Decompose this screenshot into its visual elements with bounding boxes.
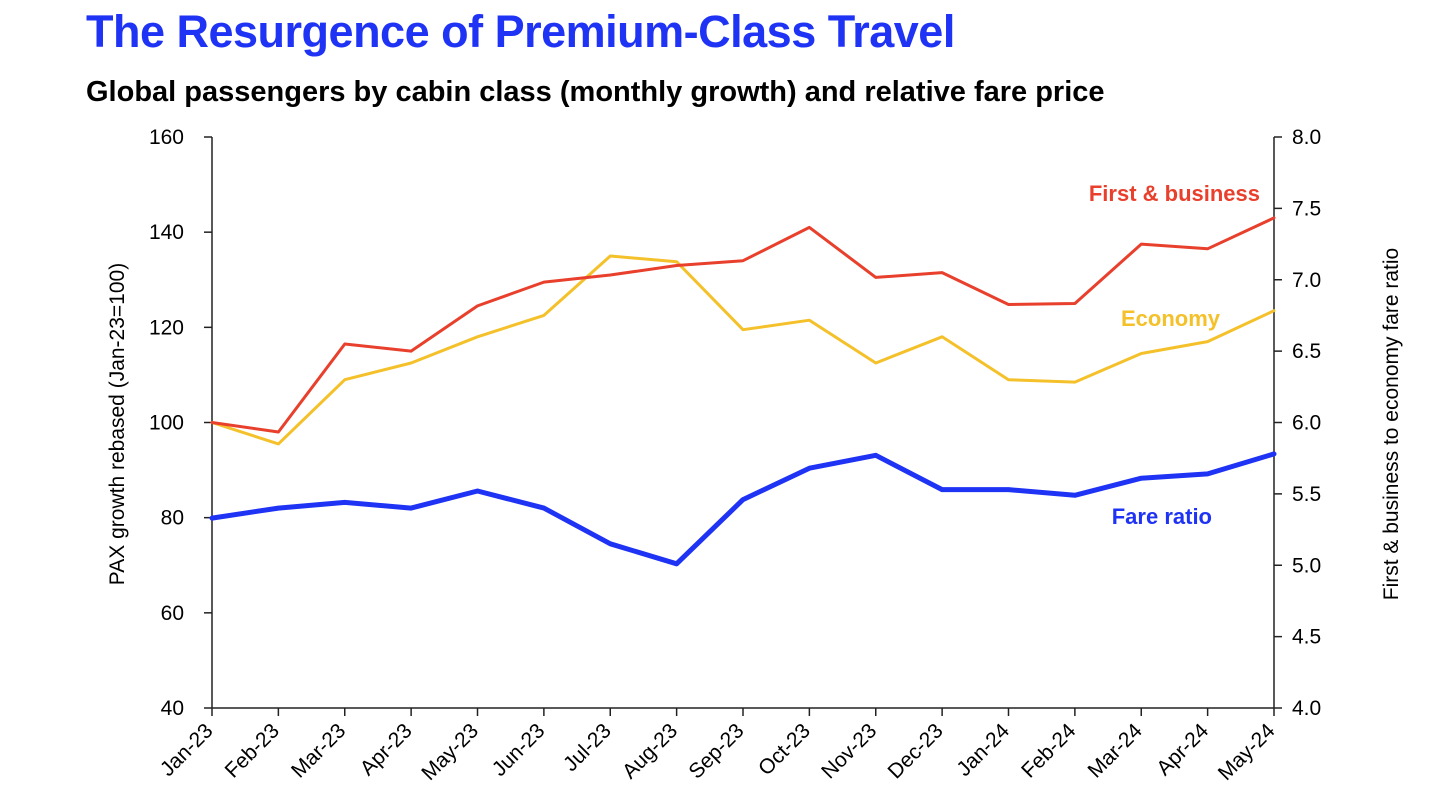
right-tick-label: 8.0 xyxy=(1292,126,1321,149)
x-tick-label: Jan-24 xyxy=(952,719,1014,781)
x-axis-ticks: Jan-23 Feb-23 Mar-23 Apr-23 May-23 Jun-23 Jul-… xyxy=(156,708,1280,785)
right-axis-ticks: 4.0 4.5 5.0 5.5 6.0 6.5 7.0 7.5 8.0 xyxy=(1274,126,1321,720)
left-tick-label: 160 xyxy=(149,126,184,149)
left-axis-title: PAX growth rebased (Jan-23=100) xyxy=(106,263,129,585)
x-tick-label: Oct-23 xyxy=(754,719,815,780)
x-tick-label: Feb-23 xyxy=(221,719,284,782)
x-tick-label: Jan-23 xyxy=(156,719,218,781)
right-tick-label: 6.0 xyxy=(1292,412,1321,435)
left-tick-label: 40 xyxy=(161,697,184,720)
right-axis-title: First & business to economy fare ratio xyxy=(1380,248,1403,600)
left-tick-label: 100 xyxy=(149,412,184,435)
series-label-economy: Economy xyxy=(1121,306,1221,331)
x-tick-label: Sep-23 xyxy=(684,719,748,783)
x-tick-label: Nov-23 xyxy=(817,719,881,783)
right-tick-label: 5.0 xyxy=(1292,554,1321,577)
series-label-fare-ratio: Fare ratio xyxy=(1112,504,1212,529)
left-axis-ticks: 40 60 80 100 120 140 160 xyxy=(149,126,212,720)
x-tick-label: Feb-24 xyxy=(1017,719,1081,783)
left-tick-label: 120 xyxy=(149,316,184,339)
left-tick-label: 60 xyxy=(161,602,184,625)
x-tick-label: Jul-23 xyxy=(559,719,616,776)
series-line-fare-ratio xyxy=(209,451,1277,567)
x-tick-label: Apr-23 xyxy=(356,719,417,780)
left-tick-label: 80 xyxy=(161,507,184,530)
x-tick-label: Mar-23 xyxy=(287,719,350,782)
chart-subtitle: Global passengers by cabin class (monthl… xyxy=(86,76,1105,108)
chart-title: The Resurgence of Premium-Class Travel xyxy=(86,6,955,57)
series-label-first-business: First & business xyxy=(1089,181,1260,206)
series-lines xyxy=(209,216,1277,567)
right-tick-label: 7.5 xyxy=(1292,197,1321,220)
x-tick-label: Dec-23 xyxy=(884,719,948,783)
x-tick-label: May-23 xyxy=(417,719,483,785)
series-line-first-business xyxy=(210,216,1276,434)
left-tick-label: 140 xyxy=(149,221,184,244)
x-tick-label: Apr-24 xyxy=(1152,719,1213,780)
axes xyxy=(211,137,1275,709)
x-tick-label: Aug-23 xyxy=(618,719,682,783)
right-tick-label: 7.0 xyxy=(1292,269,1321,292)
x-tick-label: May-24 xyxy=(1214,719,1280,785)
right-tick-label: 5.5 xyxy=(1292,483,1321,506)
right-tick-label: 4.5 xyxy=(1292,626,1321,649)
x-tick-label: Mar-24 xyxy=(1083,719,1147,783)
right-tick-label: 4.0 xyxy=(1292,697,1321,720)
series-line-economy xyxy=(210,254,1276,446)
x-tick-label: Jun-23 xyxy=(488,719,550,781)
right-tick-label: 6.5 xyxy=(1292,340,1321,363)
